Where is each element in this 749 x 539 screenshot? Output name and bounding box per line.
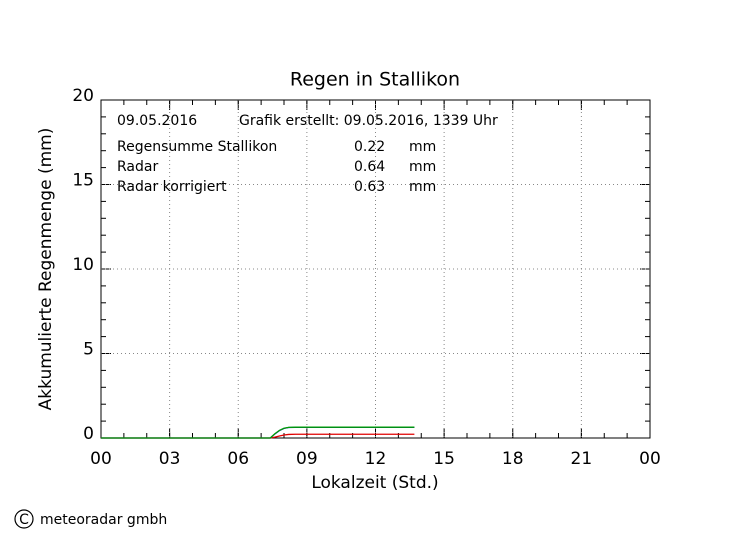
plot-frame: [100, 99, 651, 439]
legend-label: Radar: [117, 159, 158, 175]
legend-total: 0.22: [354, 139, 385, 155]
x-tick-label: 15: [433, 449, 455, 469]
series-line: [101, 426, 415, 439]
x-tick-label: 18: [502, 449, 524, 469]
y-tick-label: 0: [83, 424, 94, 444]
legend-unit: mm: [409, 159, 436, 175]
x-tick-label: 09: [296, 449, 318, 469]
x-tick-label: 03: [159, 449, 181, 469]
created: Grafik erstellt: 09.05.2016, 1339 Uhr: [239, 113, 498, 129]
y-tick-label: 15: [72, 171, 94, 191]
copyright-symbol: C: [19, 512, 29, 528]
copyright-circle: [14, 509, 34, 529]
legend-unit: mm: [409, 139, 436, 155]
legend-label: Regensumme Stallikon: [117, 139, 277, 155]
x-tick-label: 12: [365, 449, 387, 469]
legend-label: Radar korrigiert: [117, 179, 227, 195]
y-tick-label: 5: [83, 340, 94, 360]
y-axis-label: Akkumulierte Regenmenge (mm): [36, 128, 56, 411]
series-line: [101, 426, 415, 439]
x-tick-label: 00: [639, 449, 661, 469]
x-tick-label: 00: [90, 449, 112, 469]
chart-title: Regen in Stallikon: [290, 69, 460, 91]
x-tick-label: 06: [227, 449, 249, 469]
y-tick-label: 10: [72, 255, 94, 275]
x-axis-label: Lokalzeit (Std.): [311, 473, 438, 493]
legend-unit: mm: [409, 179, 436, 195]
legend-total: 0.63: [354, 179, 385, 195]
legend-total: 0.64: [354, 159, 385, 175]
copyright: meteoradar gmbh: [40, 512, 167, 528]
date: 09.05.2016: [117, 113, 197, 129]
x-tick-label: 21: [571, 449, 593, 469]
y-tick-label: 20: [72, 86, 94, 106]
